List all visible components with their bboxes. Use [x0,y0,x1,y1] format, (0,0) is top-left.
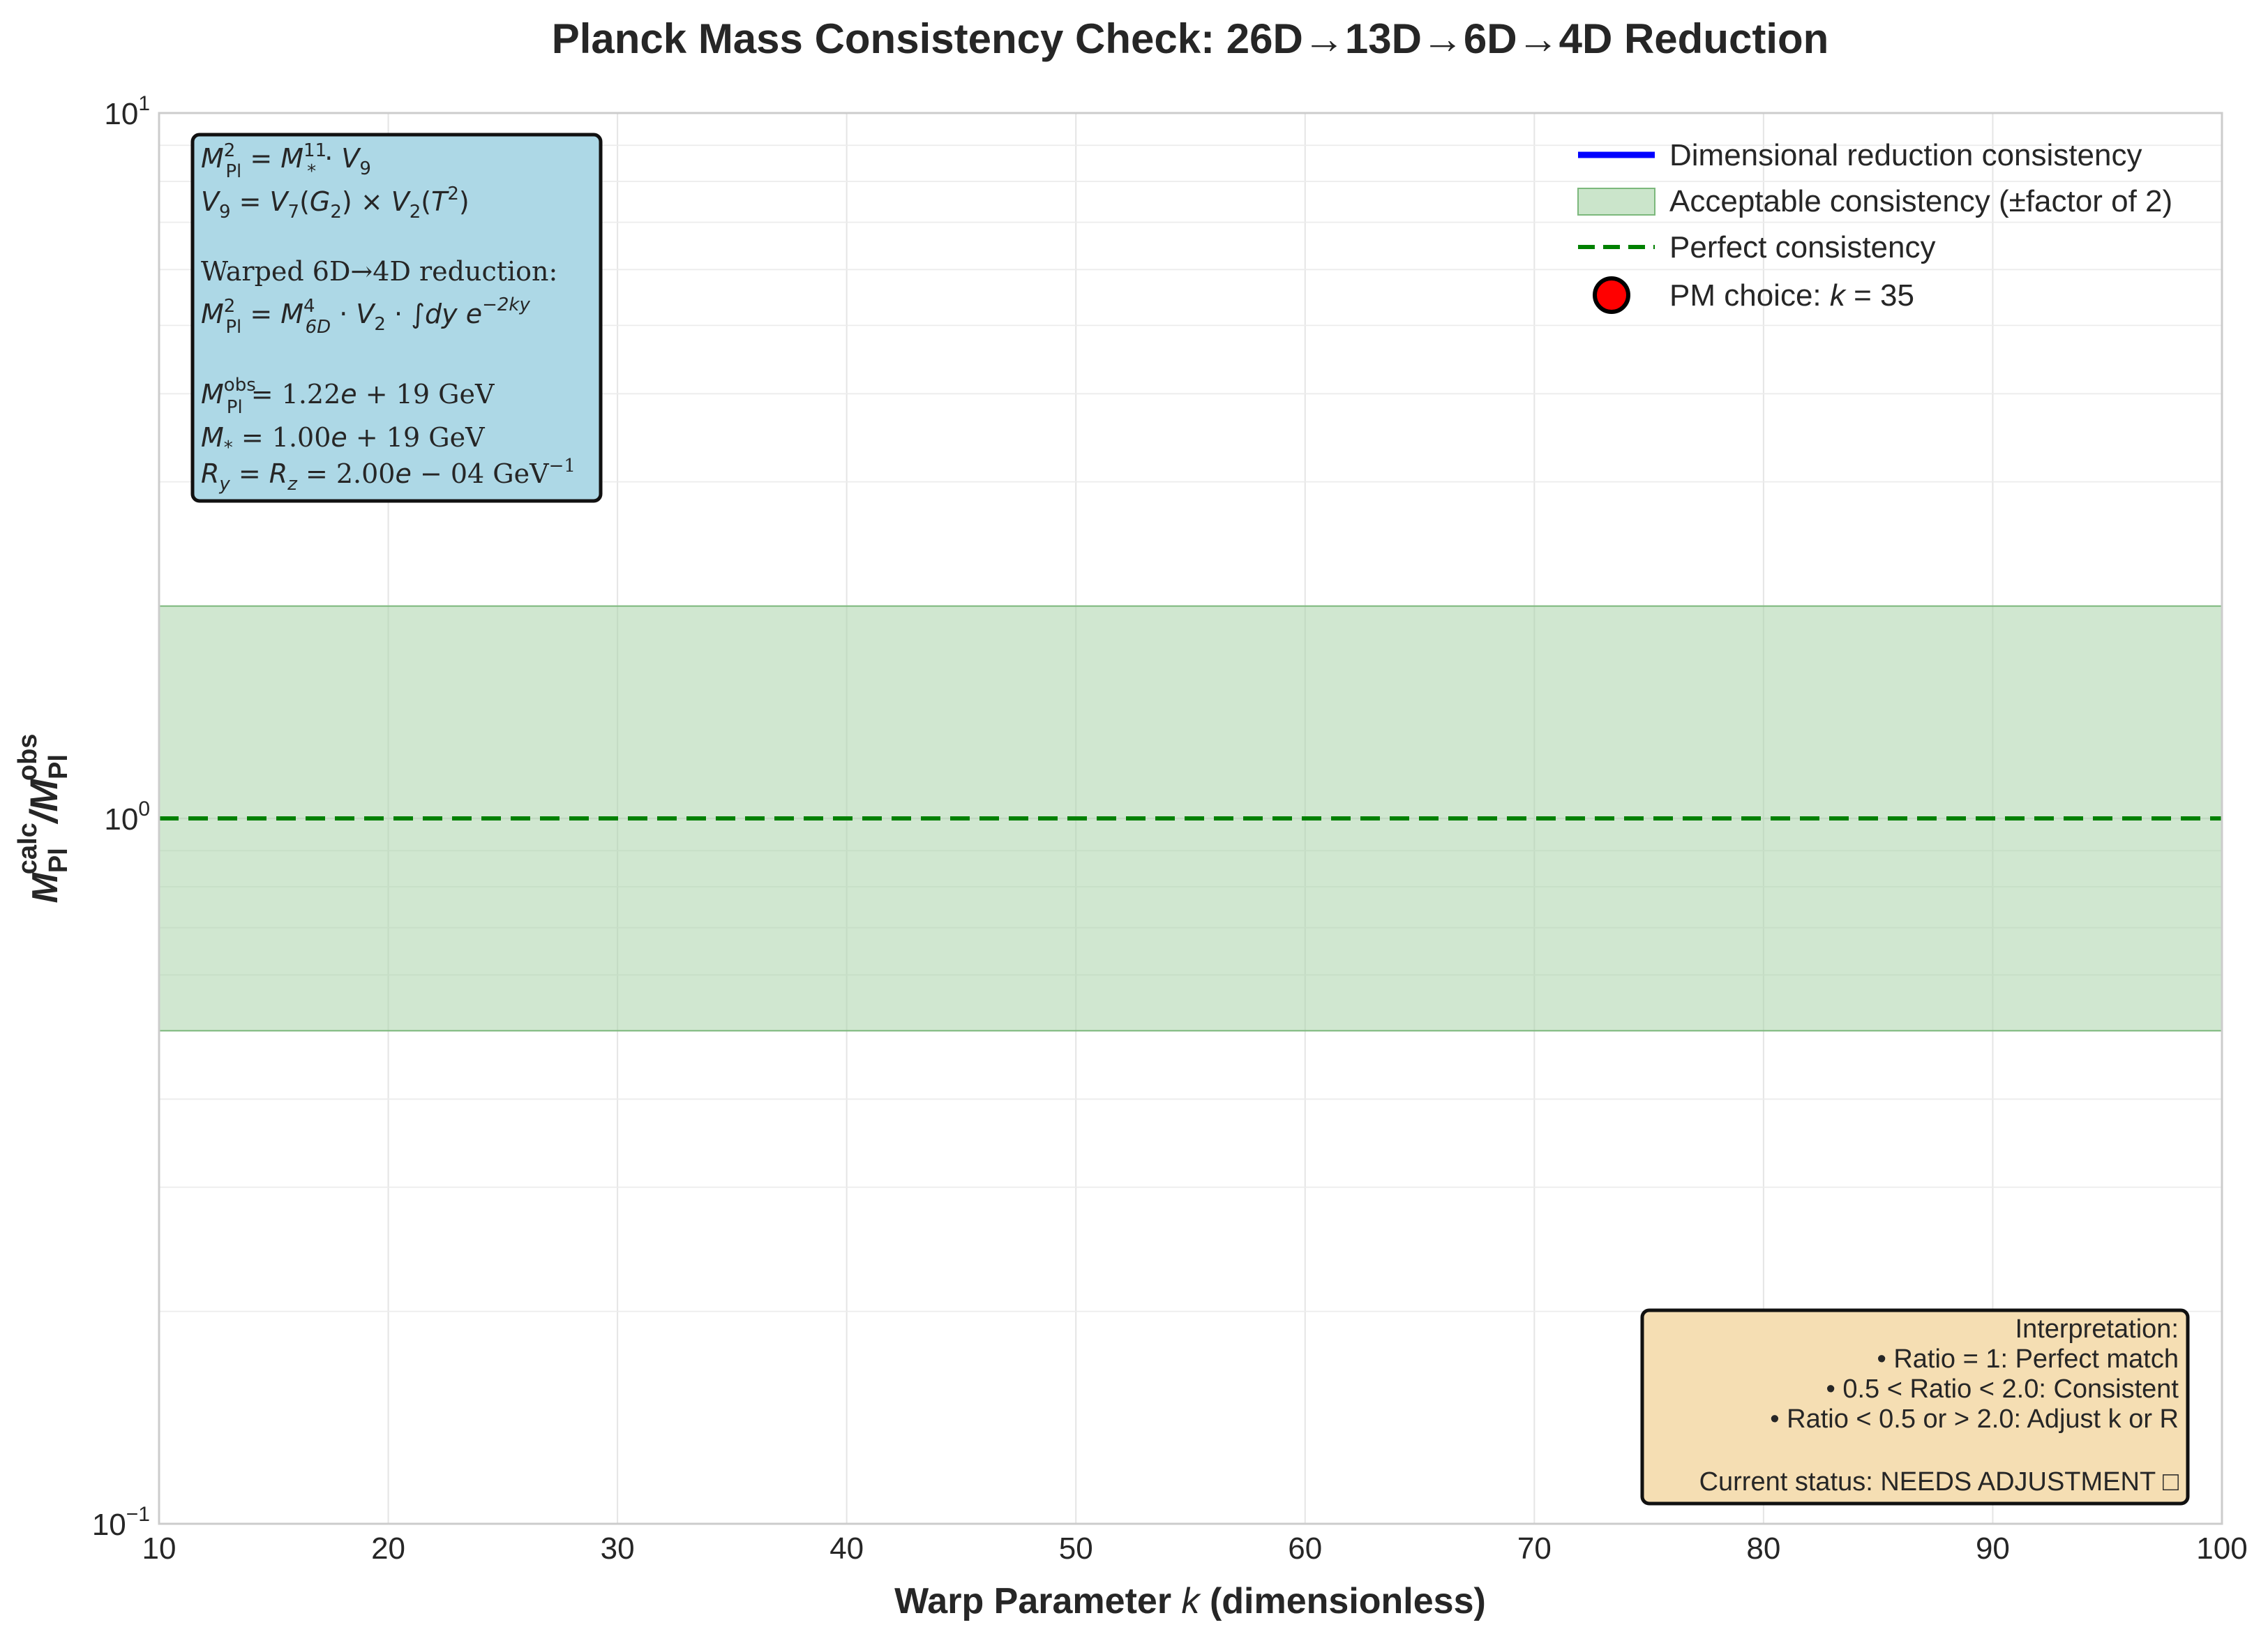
interpretation-line-1: • Ratio = 1: Perfect match [1877,1344,2179,1374]
interpretation-line-2: • 0.5 < Ratio < 2.0: Consistent [1826,1374,2179,1404]
x-tick-label: 30 [601,1531,635,1566]
interpretation-box: Interpretation: • Ratio = 1: Perfect mat… [1640,1308,2190,1506]
legend-swatch-band [1577,188,1655,216]
x-tick-label: 80 [1746,1531,1780,1566]
legend-label-marker: PM choice: k = 35 [1669,278,1914,313]
x-tick-label: 90 [1976,1531,2010,1566]
x-tick-labels: 10 20 30 40 50 60 70 80 90 100 [142,1531,2248,1566]
plot-frame [158,112,2223,1525]
x-tick-label: 50 [1059,1531,1093,1566]
interpretation-box-bg [1640,1308,2190,1506]
interpretation-line-3: • Ratio < 0.5 or > 2.0: Adjust k or R [1770,1404,2179,1434]
x-tick-label: 10 [142,1531,177,1566]
legend-swatch-marker [1593,276,1630,314]
x-axis-label: Warp Parameter k (dimensionless) [894,1581,1486,1621]
y-tick-labels: 10−1 100 101 [92,92,150,1542]
y-tick-label: 101 [104,92,150,131]
svg-text:MPlcalc/MPlobs: MPlcalc/MPlobs [13,734,73,904]
legend-label-series: Dimensional reduction consistency [1669,138,2142,172]
chart-title: Planck Mass Consistency Check: 26D→13D→6… [552,15,1829,62]
legend-label-band: Acceptable consistency (±factor of 2) [1669,184,2172,218]
legend-label-reference: Perfect consistency [1669,230,1936,264]
x-tick-label: 60 [1288,1531,1322,1566]
formula-heading: Warped 6D→4D reduction: [201,256,557,287]
y-tick-label: 100 [104,797,150,837]
x-tick-label: 20 [371,1531,405,1566]
y-axis-label: MPlcalc/MPlobs [13,734,73,904]
y-tick-label: 10−1 [92,1503,150,1542]
x-tick-label: 40 [829,1531,864,1566]
formula-box-bg [190,133,603,503]
x-tick-label: 70 [1517,1531,1552,1566]
interpretation-status: Current status: NEEDS ADJUSTMENT □ [1699,1467,2179,1497]
interpretation-line-0: Interpretation: [2015,1314,2179,1344]
formula-radius: Ry = Rz = 2.00e − 04 GeV−1 [201,456,576,495]
formula-m-star: M* = 1.00e + 19 GeV [201,422,485,458]
x-tick-label: 100 [2196,1531,2247,1566]
formula-box: M2 Pl = M11 * · V9 V9 = V7(G2) × V2(T2) Wa… [190,133,603,503]
legend: Dimensional reduction consistency Accept… [1577,138,2172,314]
